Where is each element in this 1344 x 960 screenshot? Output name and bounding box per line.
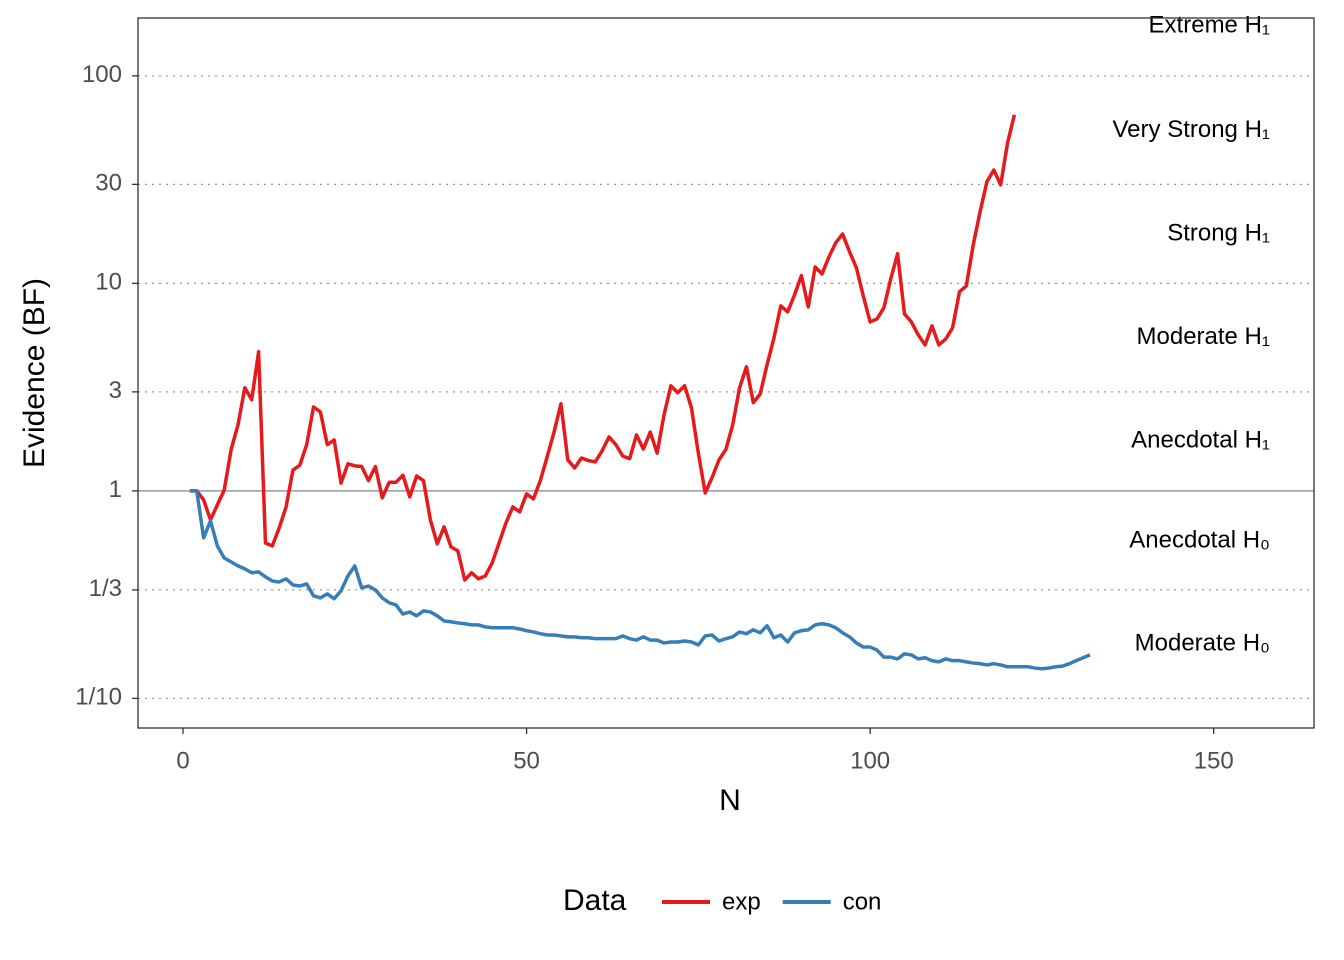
x-axis-title: N xyxy=(719,784,741,817)
grid xyxy=(138,75,1314,700)
y-tick-label: 1/3 xyxy=(89,575,122,602)
plot-lines xyxy=(189,114,1091,671)
y-tick-label: 100 xyxy=(82,61,122,88)
y-tick-label: 3 xyxy=(109,377,122,404)
evidence-label: Moderate H₁ xyxy=(1137,323,1271,350)
axes: 1/10 1/3 1 3 10 30 100 0 50 100 150 xyxy=(75,61,1233,774)
legend-label: exp xyxy=(722,888,761,915)
x-tick-label: 100 xyxy=(850,747,890,774)
x-tick-label: 150 xyxy=(1194,747,1234,774)
y-tick-label: 1/10 xyxy=(75,684,122,711)
y-tick-label: 30 xyxy=(95,170,122,197)
evidence-label: Anecdotal H₁ xyxy=(1131,426,1270,453)
series-line xyxy=(189,114,1017,582)
evidence-label: Very Strong H₁ xyxy=(1113,116,1271,143)
y-axis-title: Evidence (BF) xyxy=(18,278,51,468)
evidence-label: Anecdotal H₀ xyxy=(1129,526,1270,553)
legend-label: con xyxy=(843,888,882,915)
annotations: Extreme H₁ Very Strong H₁ Strong H₁ Moderat… xyxy=(1113,11,1271,656)
series-line xyxy=(189,489,1091,671)
legend: Data exp con xyxy=(563,884,881,917)
y-tick-label: 1 xyxy=(109,476,122,503)
evidence-label: Strong H₁ xyxy=(1167,219,1270,246)
y-tick-label: 10 xyxy=(95,269,122,296)
x-tick-label: 50 xyxy=(513,747,540,774)
evidence-label: Extreme H₁ xyxy=(1149,11,1270,38)
panel-border xyxy=(137,17,1315,729)
legend-title: Data xyxy=(563,884,627,917)
evidence-label: Moderate H₀ xyxy=(1135,629,1270,656)
x-tick-label: 0 xyxy=(176,747,189,774)
